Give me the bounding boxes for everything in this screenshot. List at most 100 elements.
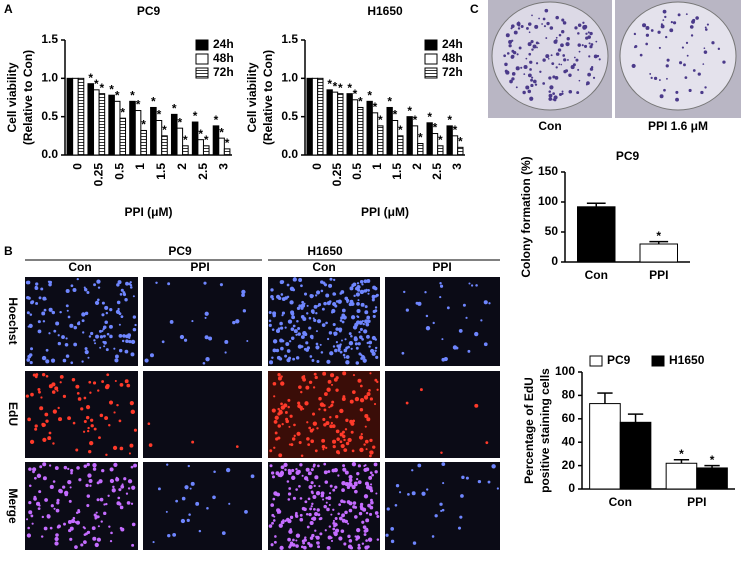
nucleus — [300, 390, 303, 394]
nucleus — [332, 301, 337, 307]
nucleus — [281, 311, 286, 315]
nucleus — [112, 445, 118, 450]
bar — [639, 243, 678, 263]
colony — [697, 72, 701, 76]
nucleus — [348, 539, 353, 543]
colony — [555, 66, 558, 69]
nucleus — [285, 342, 290, 347]
bar — [77, 77, 85, 156]
nucleus — [403, 290, 406, 294]
significance: * — [710, 453, 715, 467]
x-tick-label: 1 — [133, 163, 147, 170]
nucleus — [375, 492, 378, 495]
nucleus — [77, 397, 82, 401]
nucleus — [94, 542, 99, 548]
colony — [555, 36, 558, 39]
significance: * — [183, 133, 188, 147]
nucleus — [228, 502, 231, 505]
y-axis-label: (Relative to Con) — [21, 50, 35, 145]
nucleus — [65, 304, 69, 308]
nucleus — [357, 480, 362, 485]
nucleus — [125, 339, 129, 344]
nucleus — [339, 343, 342, 346]
nucleus — [333, 278, 336, 282]
colony — [686, 54, 689, 57]
colony — [570, 65, 575, 70]
colony — [515, 86, 518, 89]
stain-label: EdU — [6, 402, 20, 426]
nucleus — [359, 408, 364, 412]
legend-label: PC9 — [607, 353, 631, 367]
y-tick-label: 1.5 — [41, 32, 58, 46]
colony — [558, 63, 561, 66]
nucleus — [304, 500, 308, 504]
nucleus — [359, 280, 364, 284]
legend-swatch — [195, 67, 209, 79]
nucleus — [41, 372, 46, 377]
nucleus — [281, 471, 284, 474]
x-tick-label: 0.5 — [112, 163, 126, 180]
nucleus — [47, 436, 52, 441]
colony — [677, 13, 681, 17]
nucleus — [332, 345, 336, 348]
nucleus — [309, 334, 314, 339]
bar — [311, 77, 319, 156]
colony — [587, 72, 591, 77]
nucleus — [29, 313, 33, 316]
nucleus — [291, 315, 296, 320]
colony — [582, 21, 585, 24]
nucleus — [459, 515, 463, 519]
nucleus — [42, 320, 46, 323]
nucleus — [129, 401, 134, 406]
significance: * — [225, 136, 230, 150]
nucleus — [367, 319, 371, 323]
nucleus — [329, 416, 332, 419]
nucleus — [43, 526, 48, 531]
nucleus — [131, 543, 135, 547]
nucleus — [301, 474, 304, 477]
colony — [685, 13, 688, 16]
nucleus — [45, 359, 50, 364]
nucleus — [96, 279, 101, 284]
nucleus — [65, 354, 70, 358]
colony — [675, 90, 679, 94]
nucleus — [292, 357, 296, 361]
nucleus — [368, 475, 373, 480]
nucleus — [312, 317, 315, 320]
nucleus — [347, 437, 352, 443]
y-tick-label: 0 — [568, 481, 575, 495]
nucleus — [314, 529, 317, 532]
nucleus — [368, 389, 371, 392]
nucleus — [431, 535, 435, 538]
nucleus — [70, 284, 74, 288]
significance: * — [157, 108, 162, 122]
nucleus — [315, 345, 320, 350]
bar — [108, 94, 115, 156]
nucleus — [343, 542, 347, 546]
colony — [666, 58, 670, 62]
colony — [590, 66, 594, 69]
nucleus — [361, 520, 365, 524]
bar — [197, 139, 204, 156]
colony — [578, 50, 581, 53]
nucleus — [356, 282, 360, 285]
nucleus — [175, 499, 179, 503]
nucleus — [374, 470, 378, 474]
nucleus — [300, 545, 304, 549]
nucleus — [344, 470, 349, 475]
x-axis-label: PPI (μM) — [124, 205, 172, 219]
nucleus — [338, 516, 343, 521]
nucleus — [337, 512, 340, 516]
nucleus — [42, 437, 47, 442]
nucleus — [106, 373, 110, 377]
nucleus — [57, 524, 61, 529]
bar — [155, 120, 163, 156]
colony — [704, 86, 707, 89]
nucleus — [371, 351, 376, 356]
nucleus — [42, 296, 47, 301]
nucleus — [277, 436, 281, 440]
nucleus — [352, 325, 358, 330]
nucleus — [441, 338, 444, 341]
nucleus — [101, 468, 105, 473]
nucleus — [57, 406, 60, 410]
